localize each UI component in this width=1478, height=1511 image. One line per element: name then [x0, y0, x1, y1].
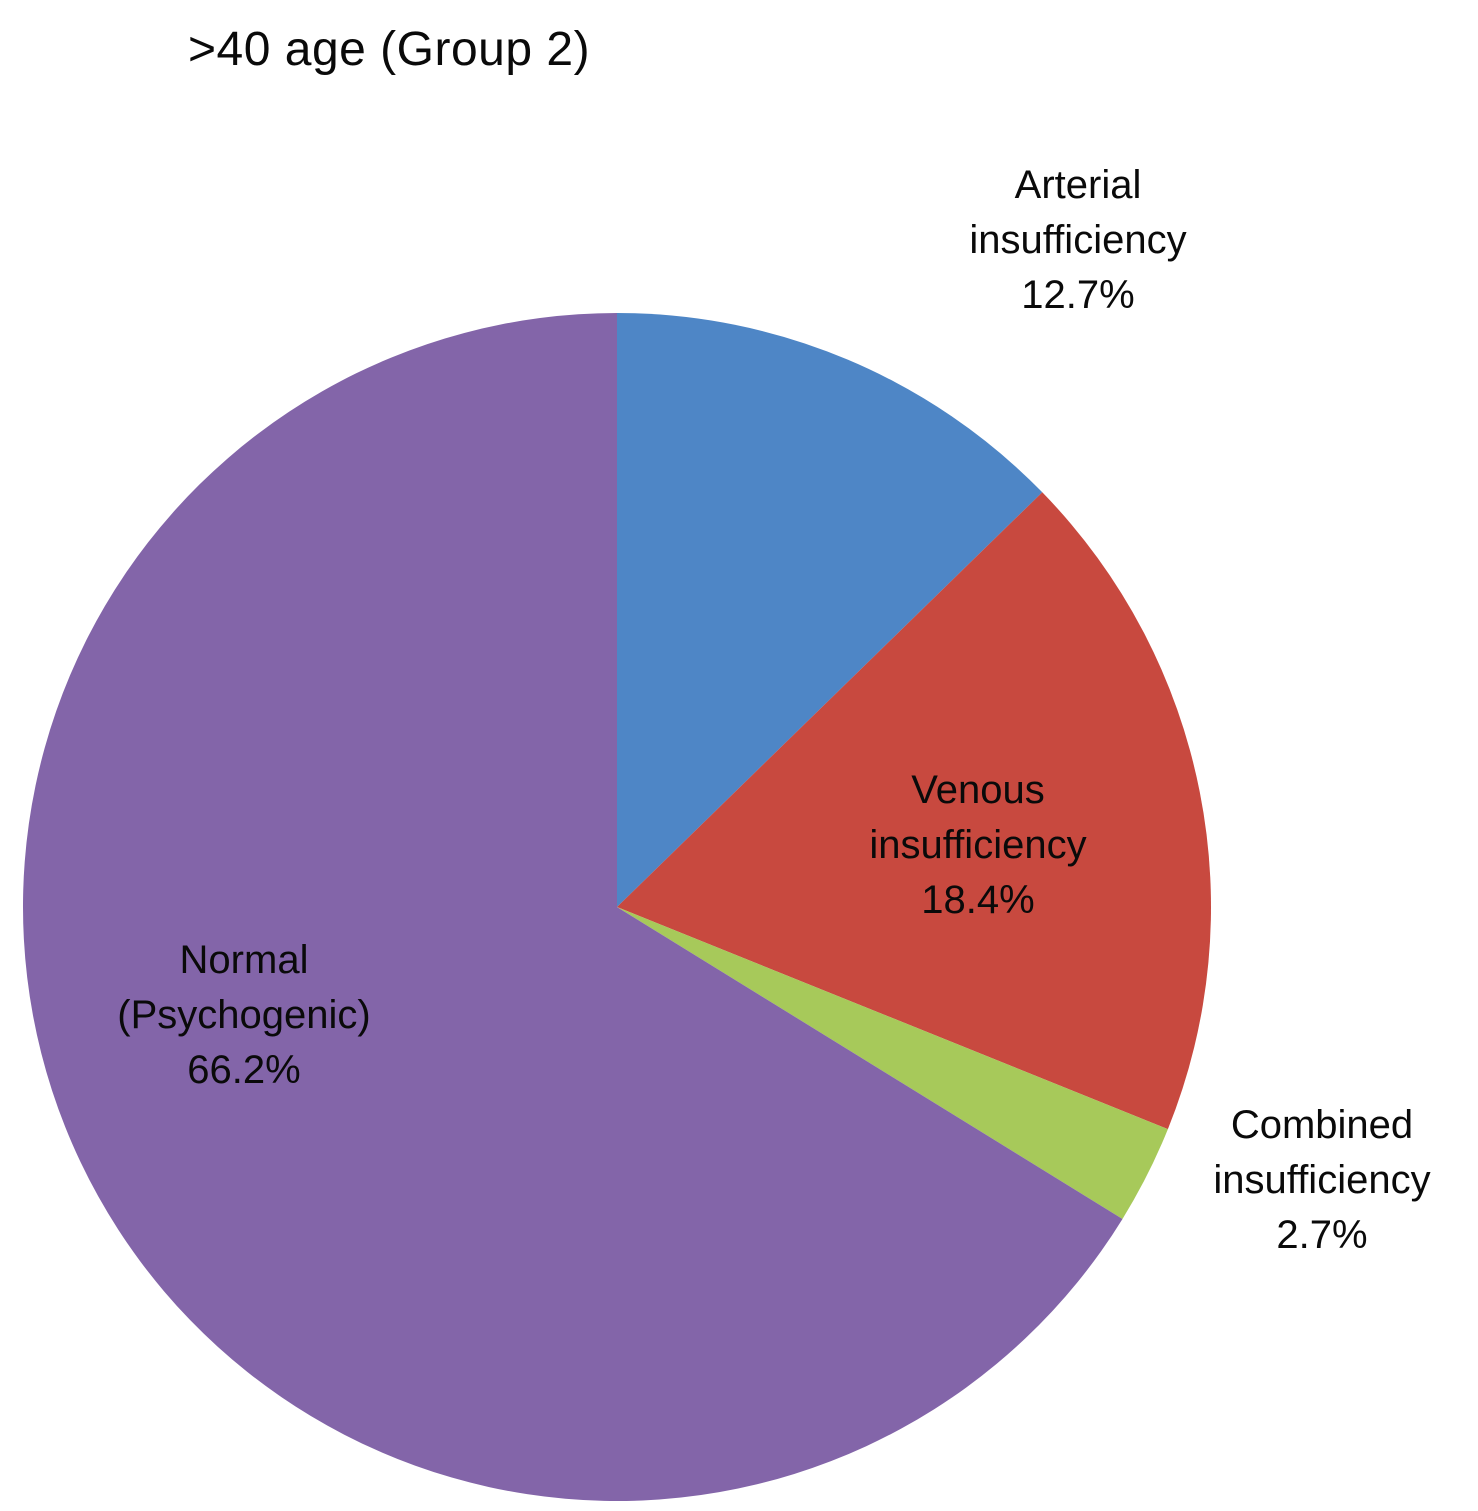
slice-label-line: Arterial [1014, 163, 1142, 207]
slice-label-line: Venous [911, 768, 1045, 812]
slice-label-line: Combined [1230, 1103, 1414, 1147]
chart-title: >40 age (Group 2) [188, 23, 591, 76]
slice-label-line: insufficiency [969, 218, 1187, 263]
slice-label-line: insufficiency [1213, 1158, 1431, 1203]
slice-label-line: insufficiency [869, 823, 1087, 868]
slice-label-venous-insufficiency: Venous insufficiency 18.4% [869, 763, 1086, 929]
slice-label-line: 18.4% [921, 878, 1035, 923]
pie-slice-combined-insufficiency [617, 907, 1168, 1219]
slice-label-line: 12.7% [1021, 273, 1135, 318]
slice-label-line: Normal [179, 938, 309, 982]
slice-label-line: 66.2% [187, 1048, 301, 1093]
pie-slice-normal-psychogenic [22, 313, 1123, 1501]
pie-slice-arterial-insufficiency [617, 313, 1043, 907]
slice-label-line: (Psychogenic) [117, 993, 371, 1038]
pie-slice-venous-insufficiency [617, 492, 1211, 1130]
slice-label-line: 2.7% [1276, 1213, 1368, 1258]
slice-label-arterial-insufficiency: Arterial insufficiency 12.7% [969, 158, 1186, 324]
slice-label-normal-psychogenic: Normal (Psychogenic) 66.2% [117, 933, 370, 1099]
slice-label-combined-insufficiency: Combined insufficiency 2.7% [1213, 1098, 1430, 1264]
